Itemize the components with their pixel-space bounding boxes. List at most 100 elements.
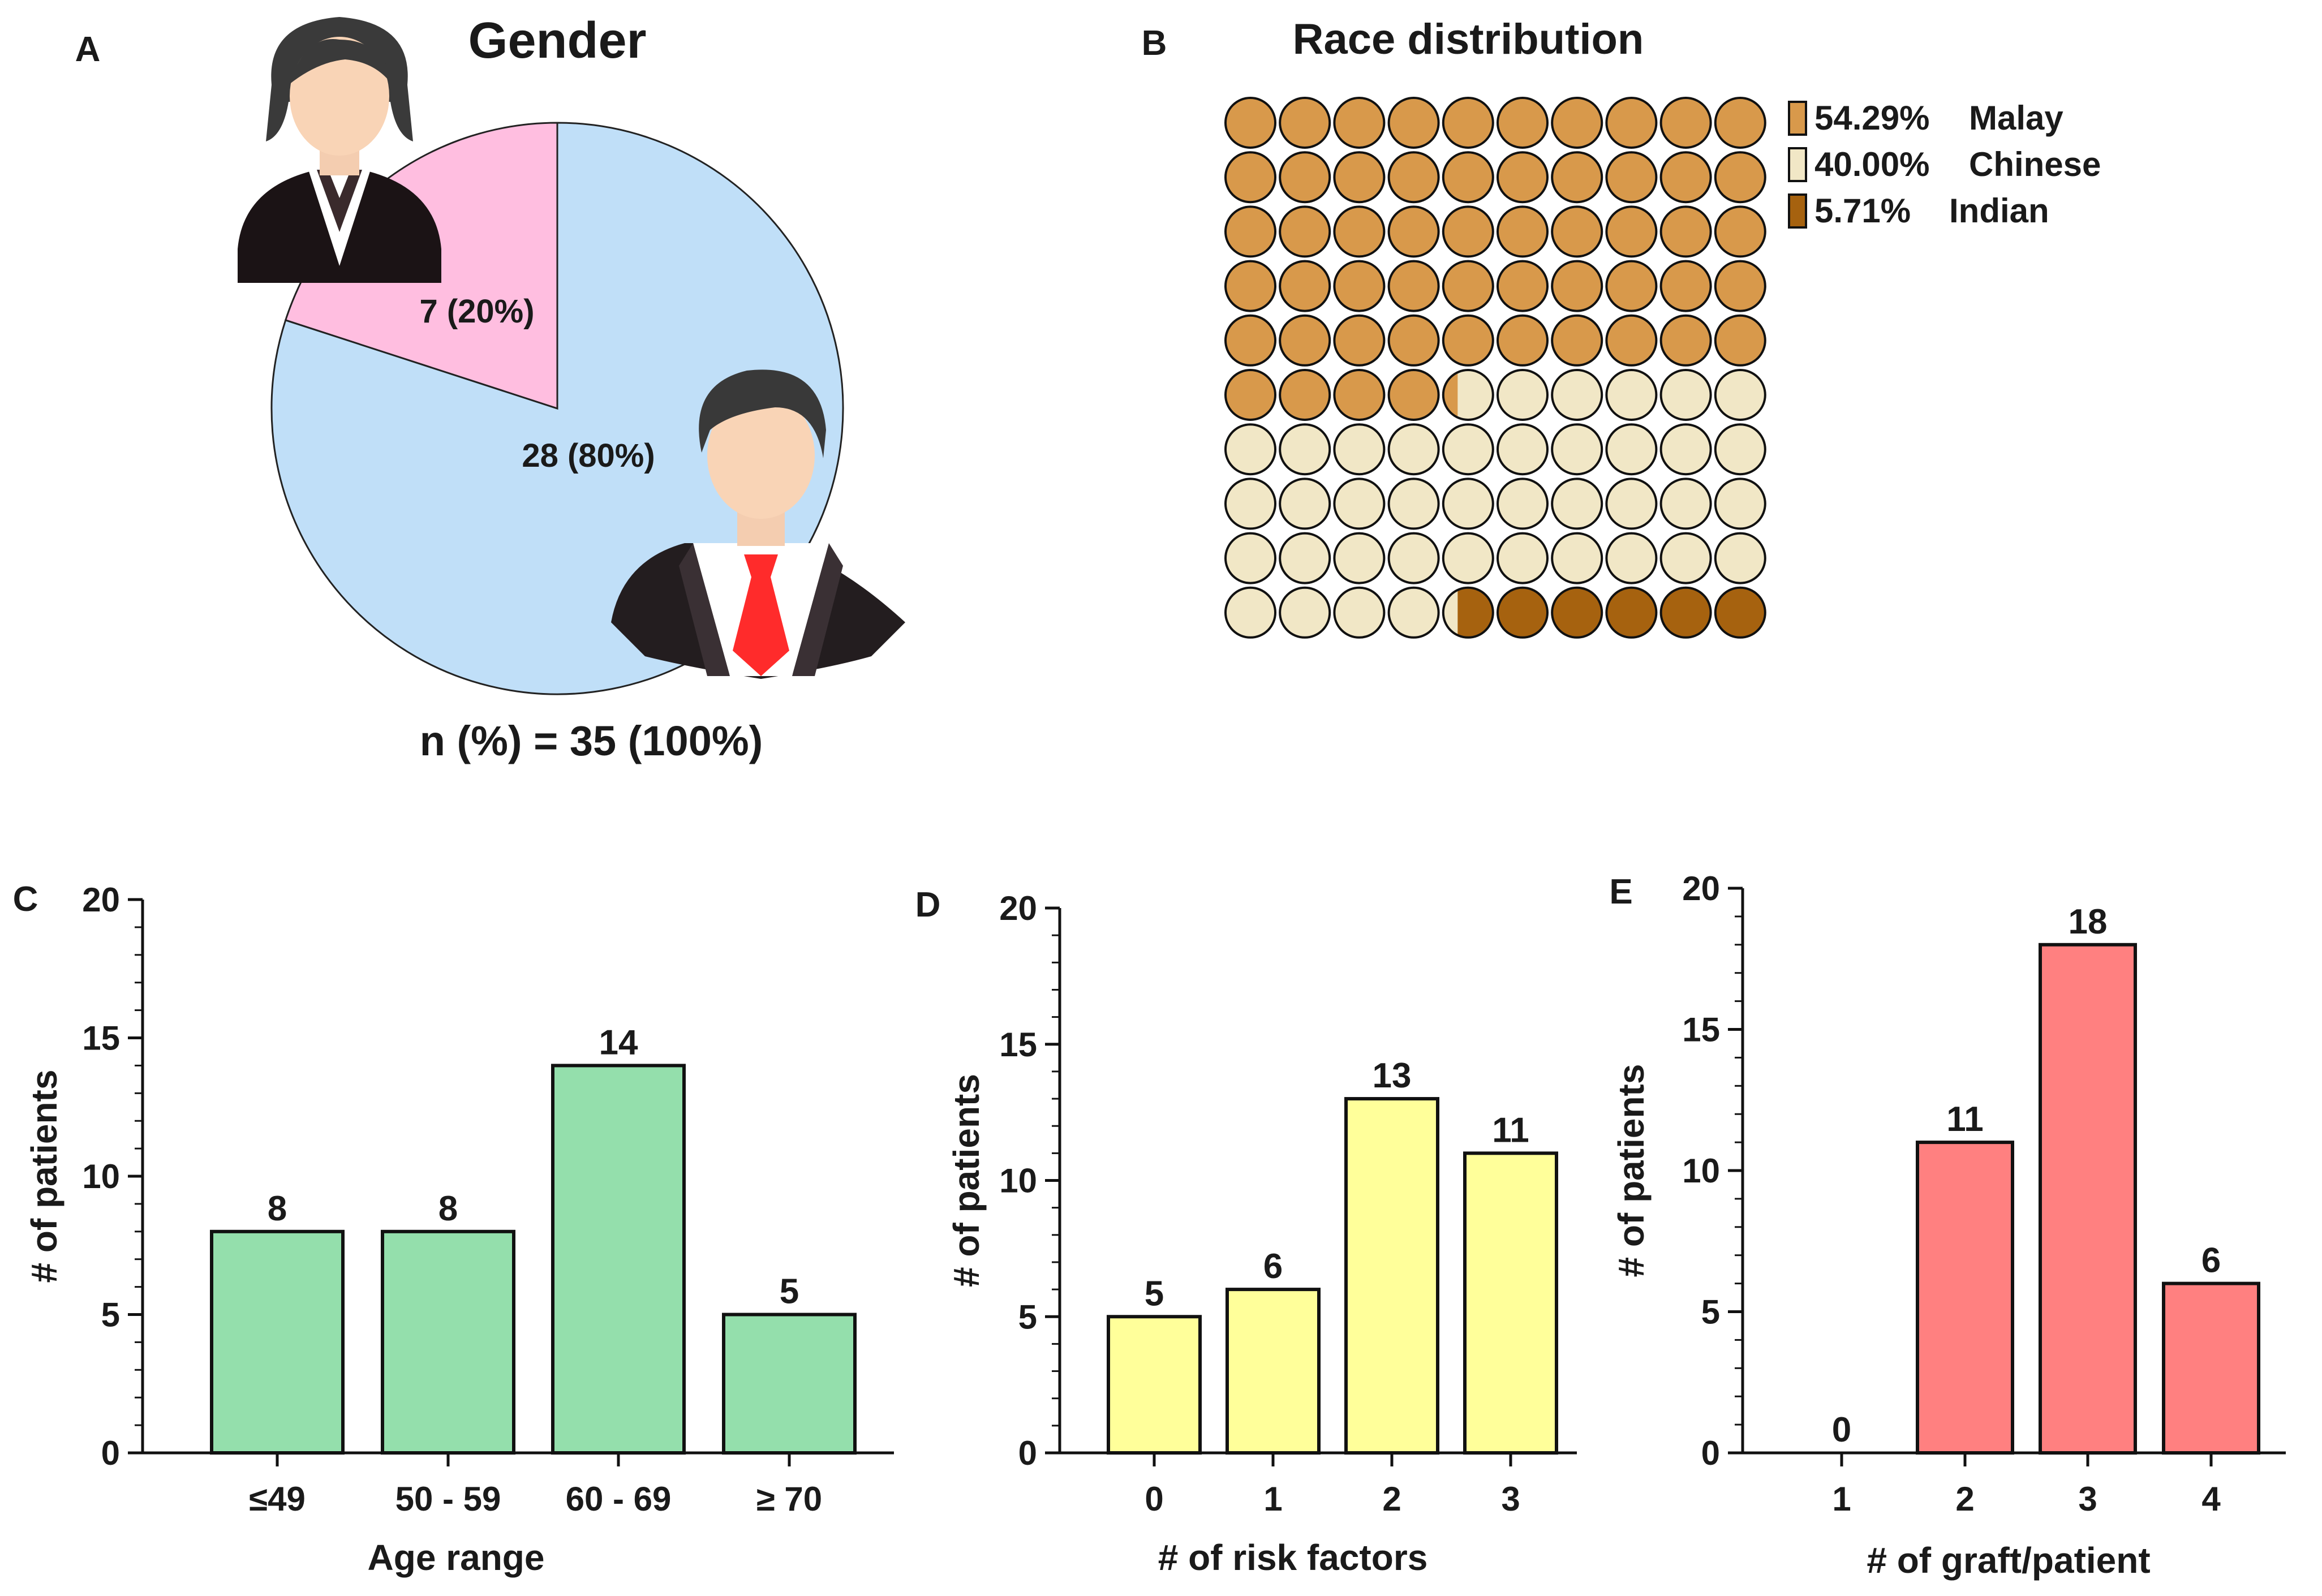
waffle-cell: [1387, 477, 1440, 530]
waffle-dot-malay: [1497, 151, 1549, 204]
panel-b: B Race distribution 54.29% Malay 40.00% …: [1142, 15, 2101, 639]
legend-item-chinese: 40.00% Chinese: [1788, 145, 2101, 183]
waffle-dot-chinese: [1714, 532, 1766, 584]
waffle-cell: [1387, 205, 1440, 258]
waffle-cell: [1224, 151, 1276, 204]
waffle-dot-malay: [1714, 314, 1766, 367]
waffle-dot-malay: [1333, 97, 1386, 149]
waffle-dot-chinese: [1714, 477, 1766, 530]
waffle-dot-malay: [1442, 260, 1494, 312]
waffle-dot-malay: [1605, 97, 1658, 149]
waffle-grid: [1224, 97, 1766, 639]
bar-value-label: 14: [599, 1023, 638, 1062]
bar-value-label: 6: [1263, 1247, 1283, 1286]
waffle-cell: [1279, 97, 1331, 149]
waffle-dot-chinese: [1659, 532, 1712, 584]
x-tick-label: 1: [1263, 1480, 1282, 1518]
x-axis-label: Age range: [368, 1537, 545, 1578]
bar: [2039, 943, 2137, 1455]
waffle-legend: 54.29% Malay 40.00% Chinese 5.71% Indian: [1788, 99, 2101, 230]
waffle-dot-chinese: [1387, 423, 1440, 476]
bar-value-label: 6: [2201, 1241, 2221, 1280]
x-tick-label: 0: [1145, 1480, 1163, 1518]
waffle-dot-chinese: [1605, 477, 1658, 530]
waffle-dot-chinese: [1279, 477, 1331, 530]
waffle-cell: [1659, 423, 1712, 476]
x-tick-label: 2: [1955, 1480, 1974, 1518]
waffle-cell: [1279, 423, 1331, 476]
y-axis-label: # of patients: [946, 1074, 987, 1287]
legend-percent-indian: 5.71%: [1814, 192, 1911, 230]
waffle-dot-indian: [1714, 586, 1766, 639]
waffle-dot-malay: [1659, 205, 1712, 258]
waffle-cell: [1551, 586, 1603, 639]
y-tick-label: 15: [999, 1026, 1037, 1064]
waffle-dot-malay: [1442, 205, 1494, 258]
waffle-cell: [1605, 586, 1658, 639]
waffle-dot-chinese: [1442, 477, 1494, 530]
waffle-dot-malay: [1387, 260, 1440, 312]
waffle-cell: [1442, 151, 1494, 204]
x-tick-label: 1: [1832, 1480, 1851, 1518]
age-range-bar-chart: 0 5 10 15 20 # of patients Age range 8 ≤49 8 50 - …: [24, 881, 894, 1578]
waffle-dot-malay: [1714, 151, 1766, 204]
waffle-cell: [1605, 477, 1658, 530]
pie-label-male: 28 (80%): [522, 437, 655, 474]
waffle-dot-indian: [1659, 586, 1712, 639]
waffle-cell: [1551, 260, 1603, 312]
waffle-cell: [1442, 205, 1494, 258]
waffle-dot-malay: [1333, 205, 1386, 258]
waffle-cell: [1333, 423, 1386, 476]
waffle-cell: [1387, 532, 1440, 584]
waffle-dot-chinese: [1659, 477, 1712, 530]
male-avatar-icon: [611, 369, 905, 679]
waffle-dot-chinese: [1551, 423, 1603, 476]
waffle-cell: [1605, 97, 1658, 149]
waffle-dot-malay: [1442, 314, 1494, 367]
waffle-cell: [1224, 314, 1276, 367]
panel-c-letter: C: [13, 880, 38, 919]
waffle-cell: [1714, 369, 1766, 421]
waffle-cell: [1442, 97, 1494, 149]
bar-value-label: 5: [780, 1272, 799, 1311]
waffle-title: Race distribution: [1293, 15, 1644, 63]
waffle-dot-malay: [1224, 205, 1276, 258]
panel-a: A Gender 7 (20%) 28 (80%) n (%) = 35 (10…: [75, 12, 905, 764]
waffle-cell: [1442, 260, 1494, 312]
waffle-cell: [1387, 151, 1440, 204]
waffle-dot-malay: [1551, 97, 1603, 149]
waffle-cell: [1279, 369, 1331, 421]
waffle-cell: [1279, 260, 1331, 312]
waffle-dot-malay: [1714, 260, 1766, 312]
y-axis-label: # of patients: [1611, 1064, 1652, 1277]
waffle-cell: [1224, 532, 1276, 584]
waffle-dot-malay: [1224, 260, 1276, 312]
waffle-cell: [1605, 314, 1658, 367]
waffle-dot-chinese: [1497, 369, 1549, 421]
waffle-cell: [1659, 151, 1712, 204]
waffle-dot-malay: [1497, 260, 1549, 312]
waffle-cell: [1659, 205, 1712, 258]
waffle-cell: [1714, 97, 1766, 149]
waffle-dot-chinese: [1387, 586, 1440, 639]
waffle-dot-malay: [1224, 151, 1276, 204]
y-axis-label: # of patients: [24, 1070, 64, 1283]
waffle-dot-chinese: [1714, 423, 1766, 476]
waffle-dot-chinese: [1224, 532, 1276, 584]
y-tick-label: 0: [1018, 1434, 1037, 1472]
waffle-cell: [1497, 532, 1549, 584]
bar: [551, 1064, 686, 1455]
waffle-cell: [1333, 314, 1386, 367]
panel-b-letter: B: [1142, 24, 1167, 63]
waffle-cell: [1605, 423, 1658, 476]
waffle-dot-malay: [1224, 369, 1276, 421]
bar: [2162, 1281, 2260, 1455]
waffle-cell: [1442, 477, 1494, 530]
panel-a-letter: A: [75, 30, 101, 69]
waffle-dot-outline: [1442, 586, 1494, 639]
x-axis-label: # of graft/patient: [1867, 1540, 2150, 1581]
bar: [1107, 1315, 1202, 1455]
waffle-cell: [1605, 260, 1658, 312]
waffle-cell: [1605, 369, 1658, 421]
